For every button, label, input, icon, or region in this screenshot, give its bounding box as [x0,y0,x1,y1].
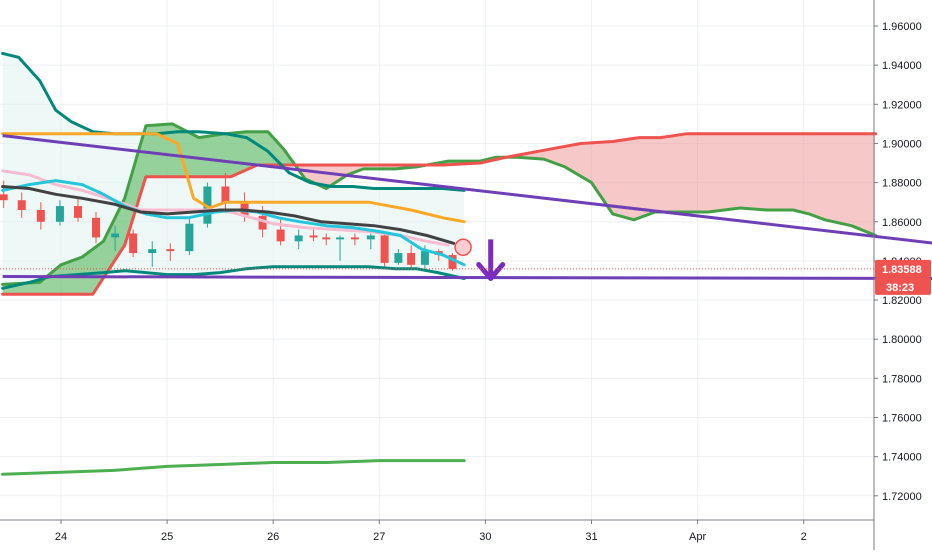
price-tick-label: 1.74000 [882,452,922,464]
price-tick-label: 1.82000 [882,295,922,307]
candle-body [17,200,26,211]
price-tick-label: 1.72000 [882,491,922,503]
trendline [2,275,932,280]
candle-body [276,229,285,242]
candle-body [420,251,429,265]
price-tick-label: 1.90000 [882,138,922,150]
candle-body [111,233,120,238]
series-line-line [1,459,466,476]
current-price-label: 1.83588 [882,264,922,276]
signal-marker [454,238,472,256]
cloud-fill-bearish [295,164,428,188]
candle-body [394,253,403,263]
price-tick-label: 1.86000 [882,217,922,229]
candle-body [55,206,64,222]
candle-body [0,194,8,201]
time-tick-label: 31 [585,531,597,543]
price-tick-label: 1.94000 [882,60,922,72]
series-line-line [1,185,456,245]
candle-body [129,233,138,254]
price-tick-label: 1.88000 [882,178,922,190]
price-tick-label: 1.78000 [882,373,922,385]
candle-body [448,255,457,269]
series-line-line [1,51,466,192]
candle-body [36,210,45,222]
time-tick-label: 30 [479,531,491,543]
time-tick-label: 25 [161,531,173,543]
current-price-badge [875,259,931,278]
series-line-ichimoku-span-b [1,132,878,296]
price-badges: 1.83588 38:23 [0,259,931,295]
candle-body [380,235,389,263]
candle-body [221,186,230,203]
candle-body [166,249,175,252]
countdown-badge [875,277,931,295]
candle-body [366,235,375,240]
time-axis[interactable]: 24 25 26 27 30 31 Apr 2 [55,520,807,543]
price-tick-label: 1.80000 [882,334,922,346]
candle-body [350,237,359,240]
time-tick-label: 27 [373,531,385,543]
time-tick-label: 26 [267,531,279,543]
candle-body [92,217,101,238]
candle-body [336,237,345,240]
trendline [2,134,932,245]
indicator-lines [1,51,932,476]
price-tick-label: 1.96000 [882,21,922,33]
candle-body [148,249,157,254]
candle-body [407,253,416,265]
candle-body [294,235,303,242]
candle-body [258,215,267,230]
time-tick-label: 2 [801,531,807,543]
time-tick-label: Apr [689,531,706,543]
cloud-fill-bullish [2,123,294,295]
countdown-label: 38:23 [886,282,914,294]
candle-body [322,237,331,240]
series-line-line [1,132,466,224]
candle-body [309,235,318,238]
time-tick-label: 24 [55,531,67,543]
series-line-line [1,265,466,290]
candle-body [73,206,82,218]
price-tick-label: 1.76000 [882,413,922,425]
candle-body [185,223,194,252]
price-tick-label: 1.92000 [882,99,922,111]
